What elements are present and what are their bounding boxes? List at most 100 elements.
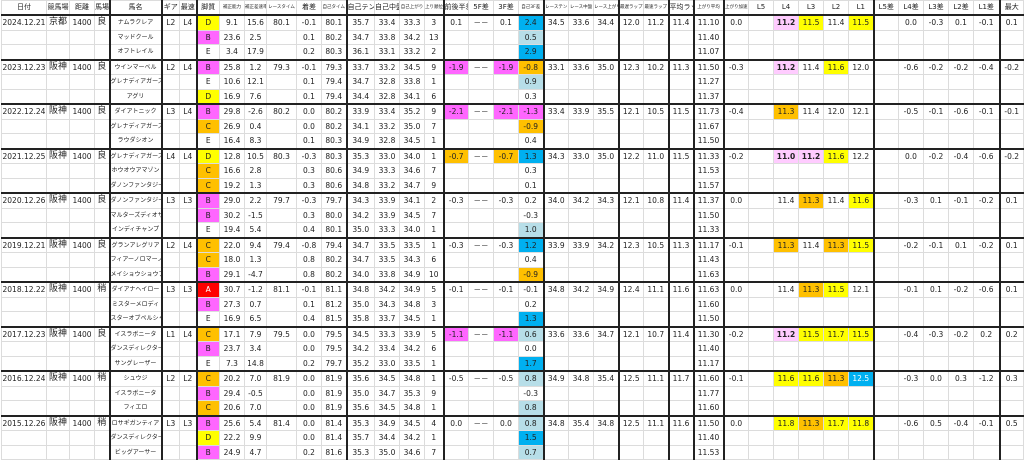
max-cell <box>998 118 1024 134</box>
fastest-cell <box>179 118 197 134</box>
own-mid-cell: 32.8 <box>374 74 400 90</box>
l1-cell <box>848 222 874 238</box>
avg-lap-cell <box>667 44 694 60</box>
distance-cell: 1400 <box>69 14 95 31</box>
race-time-cell: 80.3 <box>266 147 297 164</box>
l5-cell <box>748 370 774 387</box>
race-time-cell <box>266 385 297 401</box>
own-3f-diff-cell: -0.8 <box>518 58 544 75</box>
horse-name-cell: ダンスディレクター <box>108 430 162 446</box>
header-max: 最大 <box>998 0 1024 16</box>
date-cell <box>1 222 47 238</box>
distance-cell: 1400 <box>69 103 95 120</box>
running-style-cell: A <box>195 281 220 298</box>
l3-diff-cell <box>923 207 949 223</box>
header-slowest-lap: 最遅ラップ <box>617 0 644 16</box>
own-time-cell: 80.3 <box>321 133 347 149</box>
header-agari-avg: 上がり平均 <box>692 0 724 16</box>
l3-cell: 11.3 <box>798 281 824 298</box>
agari-accel-cell <box>722 341 749 357</box>
avg-lap-cell <box>667 177 694 194</box>
distance-cell: 1400 <box>69 281 95 298</box>
adjusted-ability-cell: 19.4 <box>219 222 245 238</box>
l1-cell <box>848 163 874 179</box>
gear-cell: L2 <box>160 14 180 31</box>
l2-diff-cell <box>948 207 974 223</box>
l5-cell <box>748 207 774 223</box>
agari-accel-cell <box>722 163 749 179</box>
l5-cell <box>748 430 774 446</box>
3f-diff-cell: 0.1 <box>493 14 519 31</box>
l2-cell: 11.6 <box>823 58 849 75</box>
fastest-cell <box>179 74 197 90</box>
l5-diff-cell <box>872 88 899 105</box>
slowest-lap-cell <box>617 296 644 312</box>
fastest-lap-cell <box>643 400 669 416</box>
l5-diff-cell <box>872 147 899 164</box>
fastest-cell <box>179 207 197 223</box>
horse-name-cell: サングレーザー <box>108 355 162 372</box>
adjusted-rate-cell: 0.7 <box>244 296 267 312</box>
5f-diff-cell <box>468 163 494 179</box>
l1-diff-cell: -0.2 <box>973 192 1000 209</box>
race-time-cell <box>266 355 297 372</box>
l3-diff-cell <box>923 118 949 134</box>
date-cell: 2021.12.25 <box>1 147 47 164</box>
horse-name-cell: グレナディアガーズ <box>108 118 162 134</box>
l2-cell: 11.4 <box>823 192 849 209</box>
own-agari-cell: 34.0 <box>399 222 425 238</box>
date-cell: 2022.12.24 <box>1 103 47 120</box>
header-race-ten: レーステン <box>542 0 569 16</box>
own-3f-diff-cell: 0.8 <box>518 400 544 416</box>
l3-cell <box>798 44 824 60</box>
agari-accel-cell <box>722 400 749 416</box>
l3-diff-cell <box>923 341 949 357</box>
gear-cell <box>160 311 180 327</box>
race-mid-cell <box>568 222 594 238</box>
race-ten-cell <box>542 444 569 460</box>
agari-avg-cell: 11.60 <box>692 370 724 387</box>
own-3f-diff-cell: -1.3 <box>518 103 544 120</box>
own-time-cell: 79.7 <box>321 192 347 209</box>
l3-diff-cell <box>923 163 949 179</box>
adjusted-rate-cell: 10.5 <box>244 147 267 164</box>
going-cell <box>94 341 110 357</box>
slowest-lap-cell: 12.2 <box>617 147 644 164</box>
own-agari-cell: 34.5 <box>399 414 425 431</box>
course-cell <box>46 296 70 312</box>
l3-cell <box>798 341 824 357</box>
l4-diff-cell <box>898 177 924 194</box>
header-own-agari: 自己上がり <box>399 0 425 16</box>
agari-avg-cell: 11.50 <box>692 133 724 149</box>
slowest-lap-cell <box>617 341 644 357</box>
agari-accel-cell: -0.1 <box>722 236 749 253</box>
margin-cell: 0.1 <box>296 29 322 45</box>
date-cell: 2019.12.21 <box>1 236 47 253</box>
l4-diff-cell <box>898 44 924 60</box>
l2-cell: 12.0 <box>823 103 849 120</box>
l2-diff-cell <box>948 341 974 357</box>
own-3f-diff-cell: 2.9 <box>518 44 544 60</box>
slowest-lap-cell: 12.4 <box>617 281 644 298</box>
l1-cell: 11.5 <box>848 14 874 31</box>
l3-cell <box>798 222 824 238</box>
going-cell: 稍 <box>94 414 110 431</box>
agari-avg-cell: 11.33 <box>692 147 724 164</box>
horse-row: ミスターメロディ B 27.3 0.7 0.1 81.2 35.0 34.3 34.8 3 0.2 1… <box>1 296 1024 312</box>
race-time-cell <box>266 118 297 134</box>
adjusted-ability-cell: 16.4 <box>219 133 245 149</box>
l2-cell: 11.3 <box>823 236 849 253</box>
l4-cell <box>773 252 799 268</box>
l4-diff-cell <box>898 385 924 401</box>
horse-row: サングレーザー E 7.3 14.8 0.2 79.7 35.2 33.0 33.5 1 1.7 11… <box>1 355 1024 372</box>
date-cell <box>1 341 47 357</box>
distance-cell <box>69 29 95 45</box>
gear-cell <box>160 400 180 416</box>
race-ten-cell <box>542 311 569 327</box>
race-ten-cell <box>542 207 569 223</box>
agari-rank-cell: 2 <box>424 192 444 209</box>
date-cell <box>1 266 47 283</box>
own-ten-cell: 34.8 <box>345 281 375 298</box>
own-3f-diff-cell: 0.3 <box>518 88 544 105</box>
l3-diff-cell <box>923 400 949 416</box>
